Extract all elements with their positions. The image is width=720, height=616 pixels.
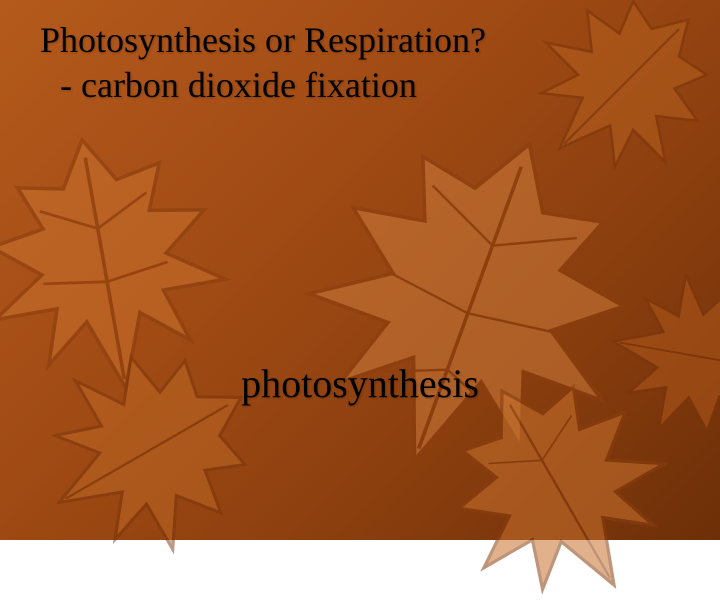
answer-text: photosynthesis (0, 360, 720, 407)
title-line-2: - carbon dioxide fixation (40, 63, 680, 108)
title-block: Photosynthesis or Respiration? - carbon … (40, 18, 680, 108)
title-line-1: Photosynthesis or Respiration? (40, 18, 680, 63)
slide: Photosynthesis or Respiration? - carbon … (0, 0, 720, 540)
leaf-decoration (600, 260, 720, 452)
